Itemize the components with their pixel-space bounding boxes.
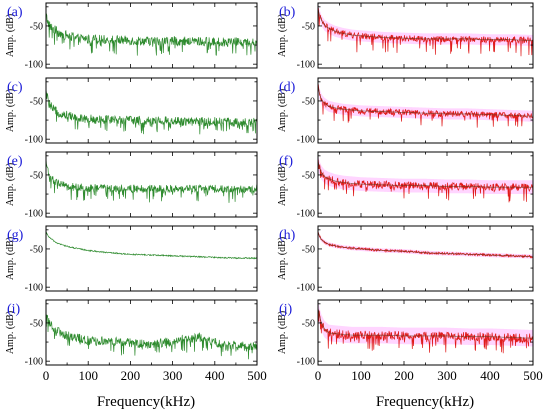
panel-8-x-tick-label: 100 xyxy=(78,368,98,383)
panel-7-y-tick-label: -100 xyxy=(297,283,315,294)
panel-4-y-tick-label: -100 xyxy=(25,209,43,220)
panel-3-label: (d) xyxy=(279,80,296,95)
panel-4-y-tick-label: -50 xyxy=(30,170,43,181)
panel-6-y-tick-label: -50 xyxy=(30,244,43,255)
panel-9-plot-area xyxy=(318,300,533,354)
panel-1-y-tick-label: -50 xyxy=(302,21,315,32)
panel-8-x-tick-label: 200 xyxy=(121,368,141,383)
panel-9-x-tick-label: 500 xyxy=(523,368,543,383)
panel-9-x-tick-label: 400 xyxy=(480,368,500,383)
panel-4: -50 -100 Amp. (dB)(e) xyxy=(5,151,258,220)
panel-4-frame xyxy=(45,151,258,218)
panel-7-trend-line xyxy=(318,231,533,257)
panel-9-y-tick-label: -100 xyxy=(297,357,315,368)
panel-4-label: (e) xyxy=(7,154,23,169)
panel-6: -50 -100 Amp. (dB)(g) xyxy=(5,225,258,294)
panel-3-noise-band xyxy=(318,80,533,122)
panel-8-x-tick-label: 0 xyxy=(43,368,50,383)
panel-2-y-tick-label: -100 xyxy=(25,135,43,146)
panel-0-y-axis-label: Amp. (dB) xyxy=(5,14,16,57)
x-axis-label-left: Frequency(kHz) xyxy=(97,394,195,410)
panel-5-trend-line xyxy=(318,161,533,188)
panel-3-series-line xyxy=(318,83,533,128)
panel-2: -50 -100 Amp. (dB)(c) xyxy=(5,77,258,146)
panel-0-plot-area xyxy=(46,12,257,56)
panel-9-series-line xyxy=(318,310,533,354)
panel-8-y-tick-label: -50 xyxy=(30,318,43,329)
panel-8-y-axis-label: Amp. (dB) xyxy=(5,311,16,354)
panel-9-y-tick-label: -50 xyxy=(302,318,315,329)
panel-2-series-line xyxy=(46,89,257,135)
panel-2-label: (c) xyxy=(7,80,23,95)
panel-8-x-tick-label: 400 xyxy=(205,368,225,383)
panel-7-plot-area xyxy=(318,230,533,259)
panel-9-x-tick-label: 300 xyxy=(437,368,457,383)
panel-7-frame xyxy=(317,225,534,292)
panel-2-plot-area xyxy=(46,89,257,135)
panel-5-label: (f) xyxy=(279,154,293,169)
panel-7-y-tick-label: -50 xyxy=(302,244,315,255)
panel-5-y-tick-label: -50 xyxy=(302,170,315,181)
panel-6-y-axis-label: Amp. (dB) xyxy=(5,237,16,280)
panel-8-plot-area xyxy=(46,314,257,360)
panel-1-trend-line xyxy=(318,9,533,41)
panel-7-y-axis-label: Amp. (dB) xyxy=(277,237,288,280)
panel-8-label: (i) xyxy=(7,302,21,317)
panel-7-label: (h) xyxy=(279,228,296,243)
panel-0-series-line xyxy=(46,12,257,56)
panel-1-noise-band xyxy=(318,3,533,46)
panel-2-y-tick-label: -50 xyxy=(30,96,43,107)
panel-6-y-tick-label: -100 xyxy=(25,283,43,294)
panel-3-trend-line xyxy=(318,85,533,117)
panel-3-y-axis-label: Amp. (dB) xyxy=(277,89,288,132)
panel-3-y-tick-label: -100 xyxy=(297,135,315,146)
x-axis-label-right: Frequency(kHz) xyxy=(376,394,474,410)
panel-0-y-tick-label: -50 xyxy=(30,21,43,32)
panel-7-series-line xyxy=(318,230,533,259)
panel-9-x-tick-label: 100 xyxy=(351,368,371,383)
panel-4-plot-area xyxy=(46,158,257,203)
panel-9-trend-line xyxy=(318,307,533,339)
panel-8-frame xyxy=(45,299,258,366)
panel-9-y-axis-label: Amp. (dB) xyxy=(277,311,288,354)
panel-2-y-axis-label: Amp. (dB) xyxy=(5,89,16,132)
panel-5-series-line xyxy=(318,158,533,203)
panel-6-plot-area xyxy=(46,231,257,260)
panel-5-y-axis-label: Amp. (dB) xyxy=(277,163,288,206)
panel-3: -50 -100 Amp. (dB)(d) xyxy=(277,77,534,146)
panel-3-y-tick-label: -50 xyxy=(302,96,315,107)
panel-5-y-tick-label: -100 xyxy=(297,209,315,220)
panel-3-plot-area xyxy=(318,80,533,128)
panel-4-series-line xyxy=(46,158,257,203)
panel-1-label: (b) xyxy=(279,5,296,20)
panel-1: -50 -100 Amp. (dB)(b) xyxy=(277,2,534,71)
panel-0-y-tick-label: -100 xyxy=(25,60,43,71)
panel-7: -50 -100 Amp. (dB)(h) xyxy=(277,225,534,294)
panel-8-x-tick-label: 500 xyxy=(247,368,267,383)
panel-5: -50 -100 Amp. (dB)(f) xyxy=(277,151,534,220)
panel-0-label: (a) xyxy=(7,5,23,20)
panel-1-plot-area xyxy=(318,3,533,57)
panel-2-frame xyxy=(45,77,258,144)
panel-1-series-line xyxy=(318,8,533,57)
panel-8-series-line xyxy=(46,314,257,360)
panel-8-y-tick-label: -100 xyxy=(25,357,43,368)
panel-4-y-axis-label: Amp. (dB) xyxy=(5,163,16,206)
panel-9-label: (j) xyxy=(279,302,293,317)
panel-1-y-axis-label: Amp. (dB) xyxy=(277,14,288,57)
panel-0: -50 -100 Amp. (dB)(a) xyxy=(5,2,258,71)
panel-5-plot-area xyxy=(318,154,533,203)
panel-9-x-tick-label: 0 xyxy=(315,368,322,383)
panel-6-series-line xyxy=(46,231,257,260)
panel-6-label: (g) xyxy=(7,228,24,243)
panel-6-frame xyxy=(45,225,258,292)
panel-1-y-tick-label: -100 xyxy=(297,60,315,71)
panel-9-x-tick-label: 200 xyxy=(394,368,414,383)
panel-8-x-tick-label: 300 xyxy=(163,368,183,383)
panel-7-noise-band xyxy=(318,230,533,259)
